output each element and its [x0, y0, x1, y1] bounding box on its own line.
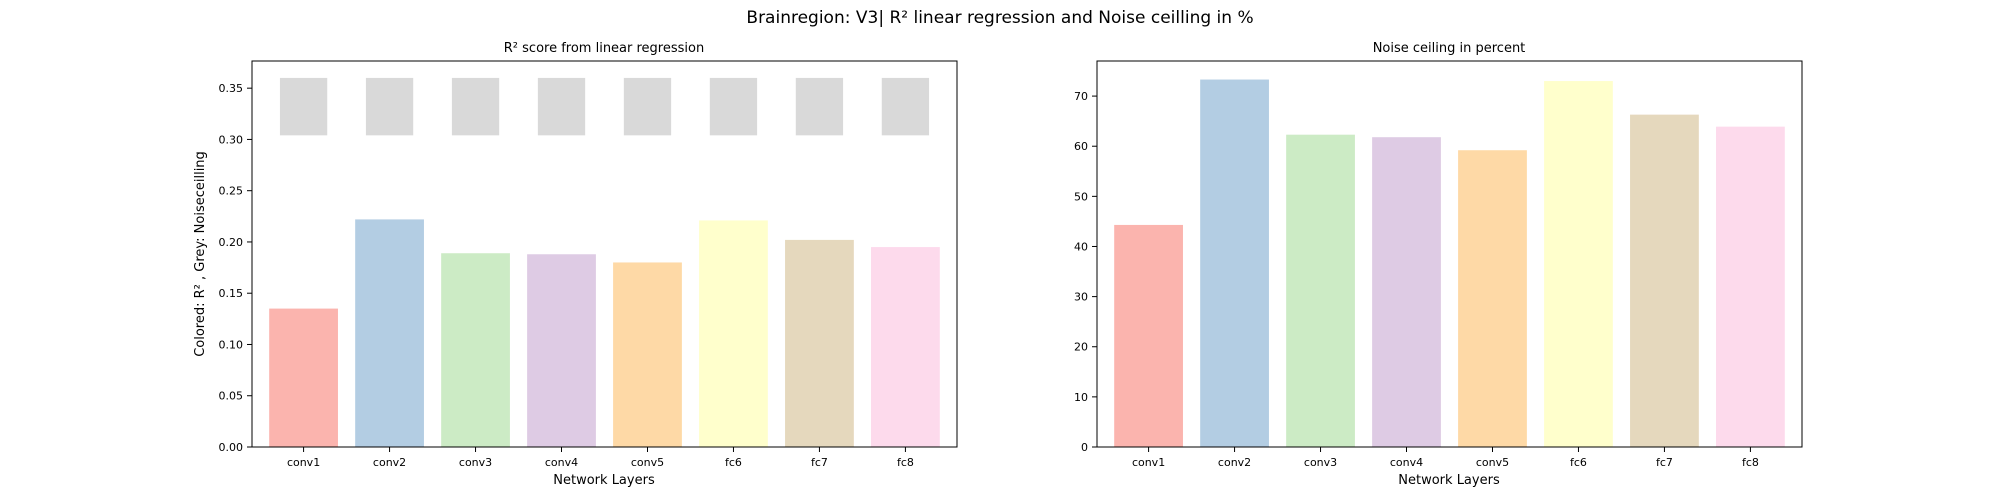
y-tick-label: 60	[1074, 140, 1088, 153]
x-tick-label: conv2	[1218, 456, 1251, 469]
noise-ceiling-plot-frame	[1096, 60, 1803, 448]
noise-ceiling-bar-conv2	[365, 77, 414, 136]
r2-bar-fc8	[871, 247, 940, 447]
r2-y-axis-label: Colored: R² , Grey: Noiseceilling	[193, 151, 208, 357]
x-tick-label: conv1	[1132, 456, 1165, 469]
noise-ceiling-bar-conv5	[1458, 150, 1527, 447]
y-tick-label: 20	[1074, 341, 1088, 354]
x-tick-label: conv1	[287, 456, 320, 469]
x-tick-label: conv4	[1390, 456, 1423, 469]
x-tick-label: conv4	[545, 456, 578, 469]
noise-ceiling-bar-conv5	[623, 77, 672, 136]
noise-ceiling-chart: Noise ceiling in percent 0 10 20 30 40 50 60 70…	[1074, 41, 1803, 488]
noise-ceiling-bar-conv2	[1200, 79, 1269, 448]
y-tick-label: 0.15	[219, 287, 244, 300]
y-tick-label: 0.25	[219, 185, 244, 198]
y-tick-label: 0.00	[219, 441, 244, 454]
noise-ceiling-bar-conv1	[279, 77, 328, 136]
noise-ceiling-bar-conv4	[537, 77, 586, 136]
y-tick-label: 0.10	[219, 338, 244, 351]
y-tick-label: 10	[1074, 391, 1088, 404]
r2-bar-conv4	[527, 254, 596, 447]
x-tick-label: conv5	[631, 456, 664, 469]
noise-ceiling-bar-fc8	[881, 77, 930, 136]
r2-chart: R² score from linear regression 0.00 0.05…	[193, 41, 958, 488]
r2-plot-frame	[251, 60, 958, 448]
x-tick-label: fc8	[1742, 456, 1759, 469]
y-tick-label: 0.30	[219, 133, 244, 146]
noise-ceiling-percent-bars	[1114, 79, 1785, 448]
noise-ceiling-bar-conv3	[1286, 134, 1355, 447]
y-tick-label: 40	[1074, 240, 1088, 253]
y-tick-label: 30	[1074, 291, 1088, 304]
noise-ceiling-chart-title: Noise ceiling in percent	[1373, 41, 1526, 56]
r2-bar-fc7	[785, 239, 854, 447]
noise-ceiling-y-ticks: 0 10 20 30 40 50 60 70	[1074, 90, 1097, 454]
r2-bar-fc6	[699, 220, 768, 447]
r2-x-ticks: conv1 conv2 conv3 conv4 conv5 fc6 fc7 fc8	[287, 447, 914, 469]
x-tick-label: conv3	[1304, 456, 1337, 469]
x-tick-label: fc8	[897, 456, 914, 469]
noise-ceiling-bar-fc6	[1544, 81, 1613, 448]
noise-ceiling-bar-conv4	[1372, 137, 1441, 448]
r2-chart-title: R² score from linear regression	[504, 41, 704, 56]
noise-ceiling-bar-fc7	[795, 77, 844, 136]
r2-bar-conv1	[269, 308, 338, 447]
y-tick-label: 0	[1081, 441, 1088, 454]
noise-ceiling-x-ticks: conv1 conv2 conv3 conv4 conv5 fc6 fc7 fc8	[1132, 447, 1759, 469]
x-tick-label: fc7	[1656, 456, 1673, 469]
y-tick-label: 0.20	[219, 236, 244, 249]
y-tick-label: 50	[1074, 190, 1088, 203]
y-tick-label: 70	[1074, 90, 1088, 103]
noise-ceiling-x-axis-label: Network Layers	[1398, 473, 1500, 488]
noise-ceiling-bar-fc8	[1716, 126, 1785, 447]
figure-title: Brainregion: V3| R² linear regression an…	[746, 8, 1253, 28]
r2-y-ticks: 0.00 0.05 0.10 0.15 0.20 0.25 0.30 0.35	[219, 82, 252, 454]
r2-bars	[269, 219, 940, 447]
y-tick-label: 0.05	[219, 390, 244, 403]
x-tick-label: conv3	[459, 456, 492, 469]
x-tick-label: conv5	[1476, 456, 1509, 469]
r2-bar-conv5	[613, 262, 682, 447]
x-tick-label: fc7	[811, 456, 828, 469]
x-tick-label: fc6	[1570, 456, 1587, 469]
noise-ceiling-bar-conv3	[451, 77, 500, 136]
r2-bar-conv3	[441, 253, 510, 447]
y-tick-label: 0.35	[219, 82, 244, 95]
noise-ceiling-bar-conv1	[1114, 224, 1183, 447]
r2-bar-conv2	[355, 219, 424, 447]
noise-ceiling-bars	[279, 77, 930, 136]
x-tick-label: fc6	[725, 456, 742, 469]
noise-ceiling-bar-fc6	[709, 77, 758, 136]
r2-x-axis-label: Network Layers	[553, 473, 655, 488]
noise-ceiling-bar-fc7	[1630, 114, 1699, 447]
x-tick-label: conv2	[373, 456, 406, 469]
